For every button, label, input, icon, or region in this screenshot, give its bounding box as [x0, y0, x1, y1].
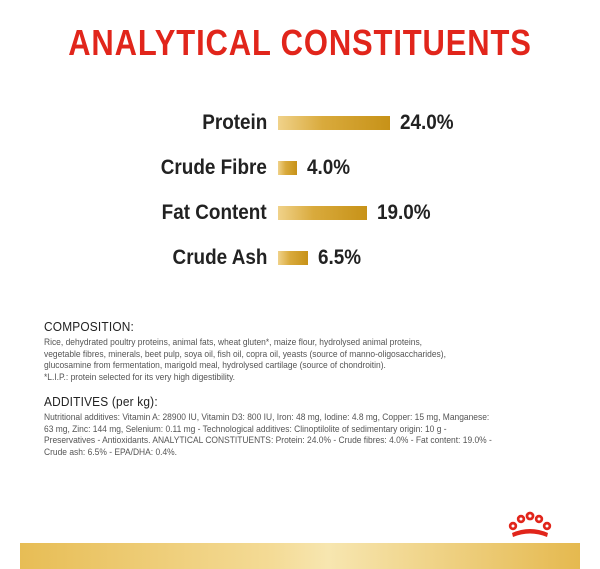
- chart-row: Crude Ash 6.5%: [0, 242, 600, 276]
- category-label: Protein: [201, 111, 267, 134]
- additives-section: ADDITIVES (per kg): Nutritional additive…: [44, 395, 574, 457]
- footer-gold-band: [20, 543, 580, 569]
- composition-line: Rice, dehydrated poultry proteins, anima…: [44, 336, 423, 347]
- chart-row: Fat Content 19.0%: [0, 197, 600, 231]
- chart-row: Protein 24.0%: [0, 107, 600, 141]
- value-bar: [278, 116, 390, 130]
- composition-section: COMPOSITION: Rice, dehydrated poultry pr…: [44, 320, 574, 382]
- category-label: Crude Ash: [172, 246, 267, 269]
- additives-line: 63 mg, Zinc: 144 mg, Selenium: 0.11 mg -…: [44, 422, 447, 434]
- value-bar: [278, 206, 367, 220]
- royal-canin-crown-icon: [508, 511, 552, 537]
- value-label: 24.0%: [400, 111, 454, 134]
- value-bar: [278, 161, 297, 175]
- value-label: 19.0%: [376, 201, 431, 224]
- chart-row: Crude Fibre 4.0%: [0, 152, 600, 186]
- composition-line: vegetable fibres, minerals, beet pulp, s…: [44, 347, 446, 359]
- composition-line: glucosamine from fermentation, marigold …: [44, 359, 386, 370]
- additives-heading: ADDITIVES (per kg):: [44, 395, 158, 409]
- additives-line: Preservatives - Antioxidants. ANALYTICAL…: [44, 434, 492, 445]
- value-label: 4.0%: [306, 156, 350, 179]
- additives-line: Crude ash: 6.5% - EPA/DHA: 0.4%.: [44, 445, 178, 457]
- additives-line: Nutritional additives: Vitamin A: 28900 …: [44, 411, 490, 422]
- page-title: ANALYTICAL CONSTITUENTS: [68, 22, 532, 63]
- composition-line: *L.I.P.: protein selected for its very h…: [44, 370, 236, 382]
- value-label: 6.5%: [318, 246, 362, 269]
- additives-text: Nutritional additives: Vitamin A: 28900 …: [44, 411, 566, 457]
- category-label: Fat Content: [162, 201, 267, 224]
- composition-heading: COMPOSITION:: [44, 320, 135, 334]
- composition-text: Rice, dehydrated poultry proteins, anima…: [44, 336, 566, 382]
- value-bar: [278, 251, 309, 265]
- category-label: Crude Fibre: [160, 156, 267, 179]
